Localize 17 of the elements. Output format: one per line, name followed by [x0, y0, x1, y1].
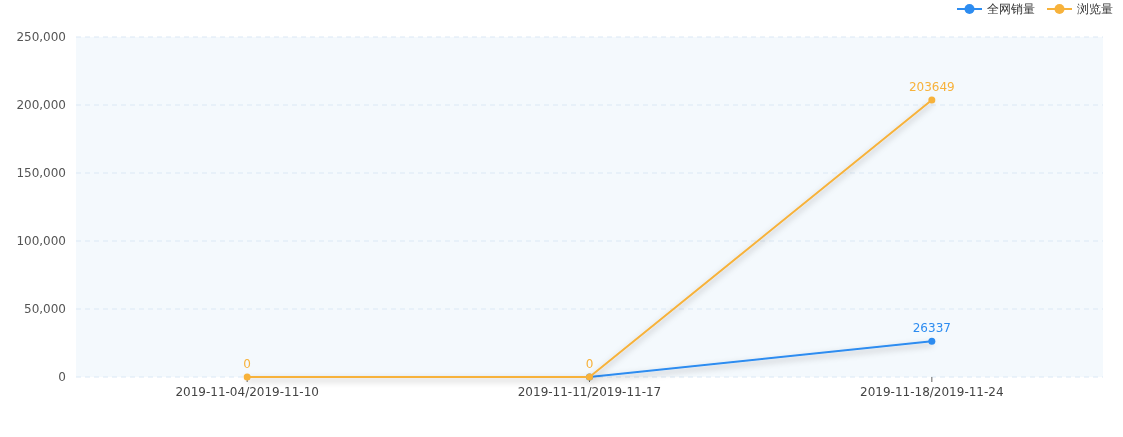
x-tick-label: 2019-11-04/2019-11-10	[175, 385, 319, 399]
x-tick-label: 2019-11-11/2019-11-17	[517, 385, 662, 399]
y-tick-label: 150,000	[16, 166, 66, 180]
y-tick-label: 100,000	[16, 234, 66, 248]
legend-label: 浏览量	[1077, 2, 1113, 16]
point	[928, 337, 936, 345]
data-label: 0	[585, 357, 594, 371]
data-label: 0	[243, 357, 251, 371]
y-tick-label: 200,000	[16, 98, 66, 112]
point	[928, 96, 936, 104]
data-label: 203649	[908, 80, 955, 95]
x-tick-label: 2019-11-18/2019-11-24	[860, 385, 1004, 399]
data-label: 26337	[912, 321, 951, 336]
y-tick-label: 50,000	[24, 302, 66, 316]
y-tick-label: 250,000	[16, 30, 66, 44]
y-tick-label: 0	[58, 370, 66, 384]
legend-label: 全网销量	[987, 2, 1035, 16]
